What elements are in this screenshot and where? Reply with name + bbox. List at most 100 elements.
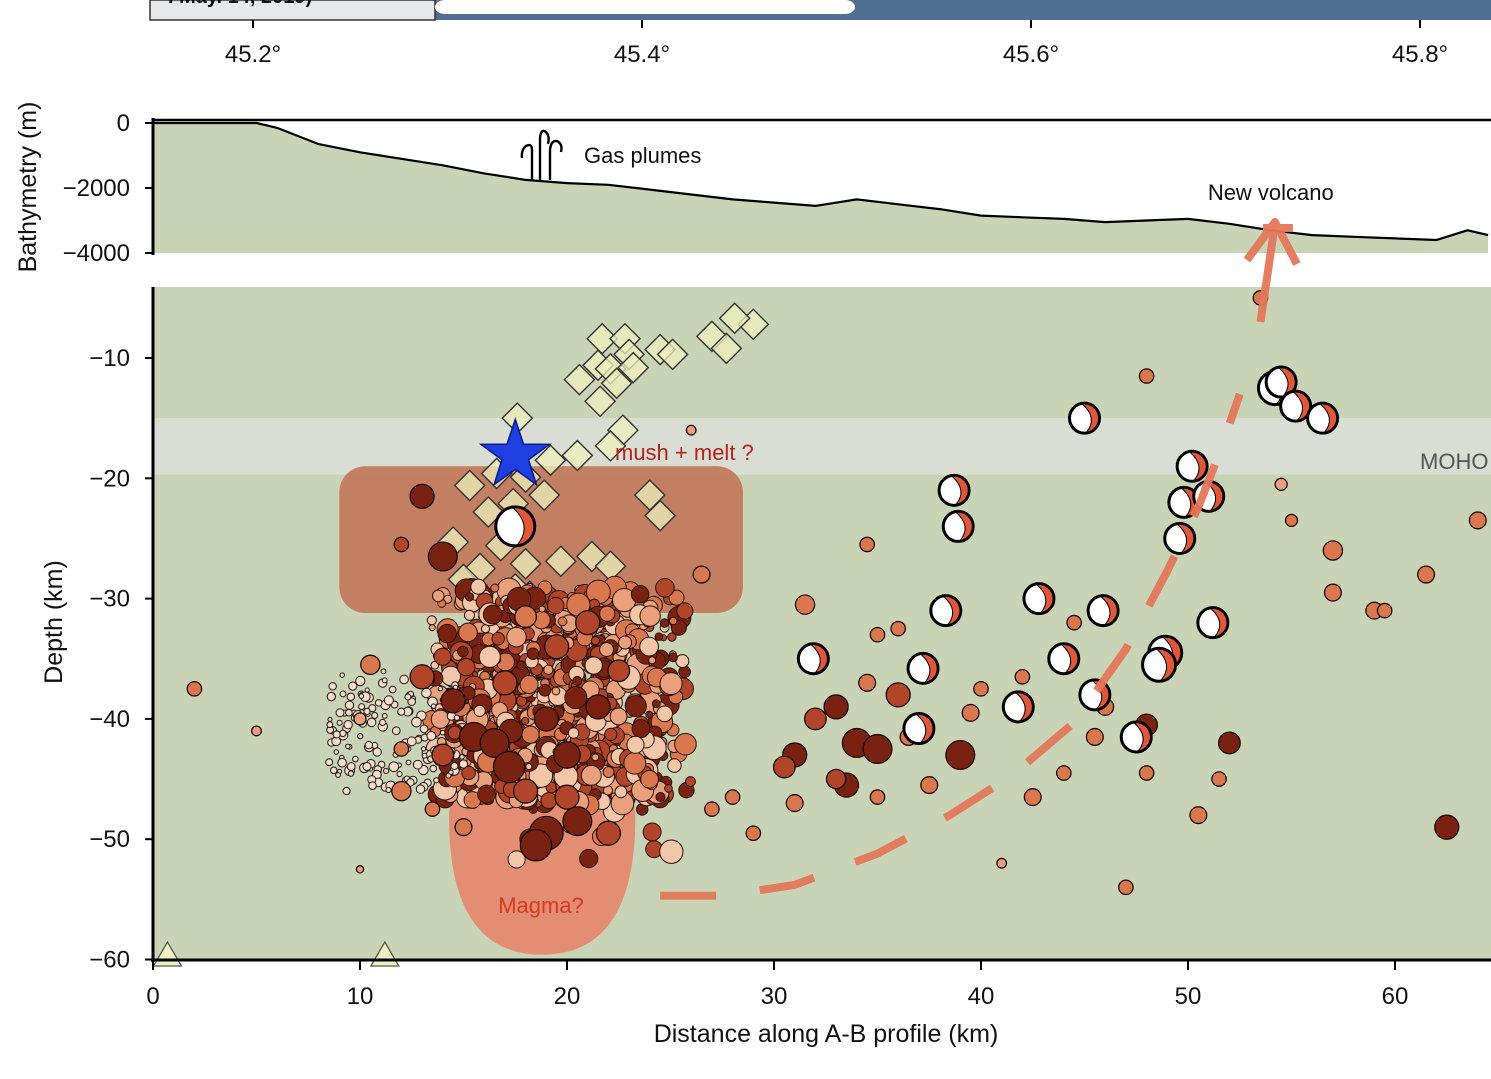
depth-tick-label: −50 [89, 826, 130, 853]
x-tick-label: 40 [968, 983, 995, 1010]
seismic-event [526, 647, 540, 660]
small-event [381, 677, 388, 684]
small-event [391, 726, 401, 736]
small-event [412, 759, 423, 770]
seismic-event [567, 727, 580, 739]
seismic-event [645, 710, 654, 719]
small-event [458, 759, 469, 769]
seismic-event [704, 801, 720, 817]
depth-tick-label: −20 [89, 465, 130, 492]
small-event [346, 762, 356, 772]
map-legend-box [149, 0, 436, 21]
map-x-ticks: 45.2° 45.4° 45.6° 45.8° [225, 20, 1448, 68]
seismic-event [1211, 771, 1227, 787]
small-event [345, 743, 351, 750]
seismic-event [655, 578, 675, 598]
small-event [332, 730, 341, 739]
tremor-diamond [656, 338, 689, 371]
seismic-event [591, 753, 600, 762]
seismic-event [1023, 788, 1042, 807]
small-event [383, 767, 390, 775]
seismic-event [409, 664, 435, 690]
seismic-event [431, 743, 455, 767]
small-event [343, 720, 353, 730]
seismic-event [659, 618, 670, 628]
seismic-event [457, 645, 469, 658]
small-event [380, 668, 387, 675]
seismic-event [1274, 477, 1288, 491]
seismic-event [648, 656, 657, 665]
seismic-event [1118, 879, 1134, 896]
seismic-event [607, 659, 631, 683]
small-event [346, 692, 356, 701]
small-event [357, 733, 364, 740]
seismic-event [996, 857, 1008, 869]
earthquake-events [186, 289, 1487, 896]
seismic-event [624, 695, 647, 718]
seismic-event [428, 624, 436, 632]
seismic-event [1217, 731, 1241, 755]
seismic-event [479, 727, 510, 759]
seismic-event [353, 712, 367, 726]
focal-mechanism-quadrant [1060, 644, 1079, 674]
depth-x-title: Distance along A-B profile (km) [654, 1020, 999, 1048]
x-tick-label: 60 [1382, 983, 1409, 1010]
seismic-event [604, 727, 618, 741]
focal-mechanism-quadrant [1133, 722, 1151, 752]
seismic-event [973, 680, 989, 697]
small-event [415, 784, 426, 794]
seismic-event [424, 801, 441, 817]
seismic-event [885, 682, 911, 708]
seismic-event [430, 709, 450, 729]
seismic-event [642, 822, 662, 842]
small-event [450, 761, 459, 771]
seismic-event [426, 615, 437, 626]
small-event [374, 699, 383, 707]
seismic-event [609, 707, 628, 726]
tremor-diamond [644, 499, 677, 532]
seismic-event [1055, 765, 1072, 781]
map-label-box [435, 0, 855, 14]
small-event [326, 691, 336, 702]
seismic-event [640, 769, 659, 789]
small-event [388, 685, 397, 694]
x-tick-label: 10 [347, 983, 374, 1010]
small-event [344, 700, 355, 710]
focal-mechanism-quadrant [915, 713, 934, 744]
small-event [366, 717, 377, 728]
seismic-event [490, 583, 500, 593]
seismic-event [525, 763, 533, 771]
bathymetry-y-ticks: 0 −2000 −4000 [63, 110, 153, 267]
focal-mechanism-quadrant [1035, 583, 1054, 614]
depth-y-ticks: −10 −20 −30 −40 −50 −60 [89, 345, 153, 974]
seismic-event [480, 624, 491, 634]
tremor-diamond [600, 367, 633, 400]
focal-mechanism-quadrant [1209, 608, 1228, 638]
tremor-diamond [594, 429, 627, 462]
seismic-event [557, 616, 568, 627]
bathymetry-panel: 0 −2000 −4000 Bathymetry (m) Gas plumes Ne… [14, 102, 1491, 272]
seismic-event [823, 694, 849, 720]
seismic-event [553, 741, 581, 769]
depth-tick-label: −40 [89, 706, 130, 733]
seismic-event [1322, 540, 1344, 561]
small-event [364, 740, 374, 750]
small-event [339, 672, 345, 678]
depth-tick-label: −30 [89, 586, 130, 613]
x-tick-label: 30 [761, 983, 788, 1010]
seismic-event [186, 680, 203, 697]
tremor-diamond [509, 547, 542, 580]
mainshock-star [478, 417, 552, 487]
seismic-event [668, 616, 678, 626]
tremor-diamond [563, 363, 596, 396]
seismic-event [431, 589, 445, 603]
map-tick-label: 45.4° [614, 41, 670, 68]
small-event [342, 786, 351, 796]
seismic-event [521, 725, 540, 744]
seismic-event [651, 699, 661, 709]
seismic-event [456, 657, 476, 677]
tremor-diamond [617, 351, 650, 384]
seismic-event [251, 725, 262, 737]
seismic-event [492, 670, 518, 696]
seismic-event [473, 704, 486, 717]
